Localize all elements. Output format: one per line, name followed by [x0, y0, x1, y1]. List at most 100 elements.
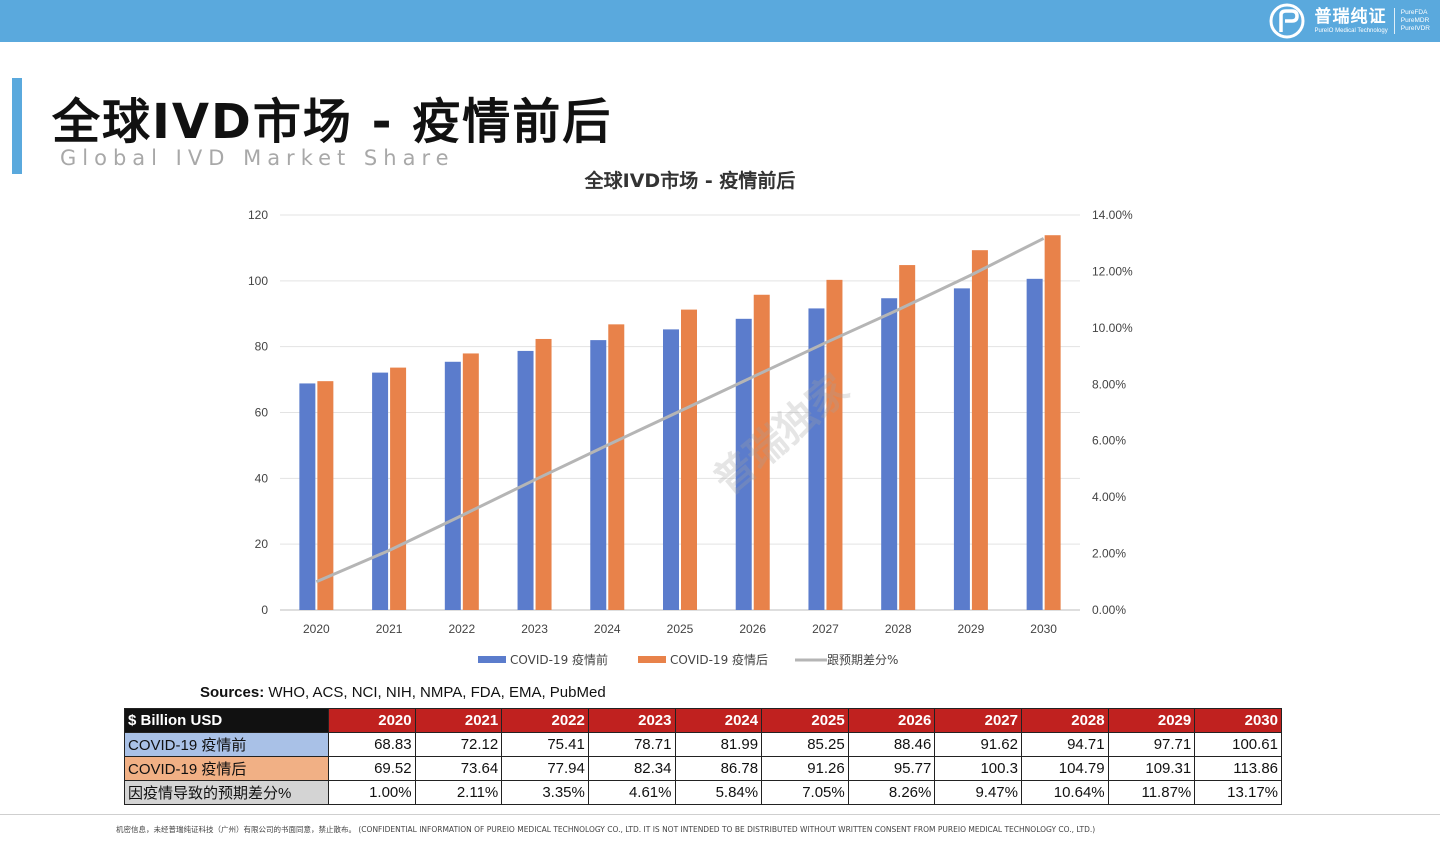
bar-after-2022 — [462, 353, 479, 610]
x-tick-label: 2022 — [448, 622, 475, 636]
bar-after-2027 — [826, 279, 843, 610]
year-header: 2029 — [1107, 708, 1196, 733]
sources-label: Sources: — [200, 684, 265, 701]
table-cell: 3.35% — [501, 780, 589, 805]
row-label: COVID-19 疫情后 — [124, 756, 329, 781]
x-tick-label: 2028 — [885, 622, 912, 636]
bar-before-2024 — [590, 340, 607, 610]
y2-tick-label: 12.00% — [1092, 264, 1133, 278]
y-tick-label: 80 — [255, 340, 269, 354]
header-bar: 普瑞纯证 PureIO Medical Technology PureFDA P… — [0, 0, 1440, 42]
table-cell: 91.26 — [761, 756, 849, 781]
table-cell: 11.87% — [1107, 780, 1196, 805]
x-tick-label: 2023 — [521, 622, 548, 636]
x-tick-label: 2026 — [739, 622, 766, 636]
table-cell: 73.64 — [414, 756, 503, 781]
sources-note: Sources: WHO, ACS, NCI, NIH, NMPA, FDA, … — [200, 684, 606, 701]
y2-tick-label: 10.00% — [1092, 321, 1133, 335]
table-cell: 104.79 — [1021, 756, 1109, 781]
legend-label-0: COVID-19 疫情前 — [510, 652, 608, 667]
table-cell: 109.31 — [1107, 756, 1196, 781]
year-header: 2024 — [674, 708, 763, 733]
table-cell: 94.71 — [1021, 732, 1109, 757]
year-header: 2022 — [501, 708, 589, 733]
table-cell: 69.52 — [328, 756, 416, 781]
table-cell: 88.46 — [847, 732, 936, 757]
table-cell: 85.25 — [761, 732, 849, 757]
logo-brand: PureIVDR — [1400, 25, 1430, 32]
bar-before-2020 — [299, 383, 316, 610]
table-cell: 100.61 — [1194, 732, 1282, 757]
line-diff-series — [315, 237, 1045, 584]
year-header: 2026 — [847, 708, 936, 733]
bar-before-2022 — [444, 361, 461, 610]
table-row: 因疫情导致的预期差分% 1.00% 2.11% 3.35% 4.61% 5.84… — [124, 780, 1282, 805]
logo-brand: PureFDA — [1400, 9, 1428, 16]
table-cell: 100.3 — [934, 756, 1022, 781]
table-cell: 95.77 — [847, 756, 936, 781]
x-tick-label: 2029 — [958, 622, 985, 636]
y-tick-label: 0 — [261, 603, 268, 617]
bar-after-2024 — [608, 324, 625, 610]
sources-text: WHO, ACS, NCI, NIH, NMPA, FDA, EMA, PubM… — [268, 684, 606, 701]
legend-label-2: 跟预期差分% — [827, 653, 898, 667]
logo-divider — [1393, 8, 1395, 34]
x-tick-label: 2021 — [376, 622, 403, 636]
legend-label-1: COVID-19 疫情后 — [670, 652, 768, 667]
logo-brand-list: PureFDA PureMDR PureIVDR — [1401, 9, 1430, 33]
table-corner-cell: $ Billion USD — [124, 708, 329, 733]
bar-before-2029 — [953, 288, 970, 610]
table-cell: 86.78 — [674, 756, 763, 781]
x-tick-label: 2025 — [667, 622, 694, 636]
confidentiality-footer: 机密信息，未经普瑞纯证科技（广州）有限公司的书面同意，禁止散布。 (CONFID… — [116, 825, 1096, 834]
x-tick-label: 2020 — [303, 622, 330, 636]
year-header: 2021 — [414, 708, 503, 733]
table-cell: 72.12 — [414, 732, 503, 757]
table-cell: 91.62 — [934, 732, 1022, 757]
logo-en-text: PureIO Medical Technology — [1314, 28, 1388, 34]
legend-swatch-0 — [478, 656, 506, 663]
table-header-row: $ Billion USD 2020 2021 2022 2023 2024 2… — [124, 708, 1282, 733]
table-cell: 10.64% — [1021, 780, 1109, 805]
table-cell: 82.34 — [587, 756, 676, 781]
bar-before-2028 — [881, 298, 898, 610]
y2-tick-label: 2.00% — [1092, 547, 1126, 561]
year-header: 2028 — [1021, 708, 1109, 733]
y-tick-label: 100 — [248, 274, 268, 288]
table-cell: 113.86 — [1194, 756, 1282, 781]
table-cell: 78.71 — [587, 732, 676, 757]
y2-tick-label: 0.00% — [1092, 603, 1126, 617]
table-cell: 13.17% — [1194, 780, 1282, 805]
chart-title: 全球IVD市场 - 疫情前后 — [584, 169, 796, 192]
logo-wordmark: 普瑞纯证 PureIO Medical Technology — [1314, 7, 1387, 35]
y2-tick-label: 14.00% — [1092, 208, 1133, 222]
y2-tick-label: 8.00% — [1092, 377, 1126, 391]
y-tick-label: 120 — [248, 208, 268, 222]
logo-leaf-icon — [1269, 3, 1305, 39]
bar-after-2021 — [390, 367, 407, 610]
logo-brand: PureMDR — [1400, 17, 1430, 24]
table-cell: 1.00% — [328, 780, 416, 805]
year-header: 2027 — [934, 708, 1022, 733]
title-accent-bar — [12, 78, 22, 174]
footer-divider — [0, 814, 1440, 815]
year-header: 2030 — [1194, 708, 1282, 733]
table-cell: 7.05% — [761, 780, 849, 805]
table-cell: 5.84% — [674, 780, 763, 805]
bar-before-2025 — [663, 329, 679, 610]
y-tick-label: 60 — [255, 406, 269, 420]
logo-cn-text: 普瑞纯证 — [1314, 7, 1387, 27]
row-label: 因疫情导致的预期差分% — [124, 780, 329, 805]
company-logo: 普瑞纯证 PureIO Medical Technology PureFDA P… — [1268, 3, 1430, 39]
bar-before-2021 — [372, 372, 389, 610]
table-cell: 77.94 — [501, 756, 589, 781]
table-cell: 8.26% — [847, 780, 936, 805]
y-tick-label: 40 — [255, 471, 269, 485]
bar-after-2025 — [681, 309, 697, 610]
table-cell: 81.99 — [674, 732, 763, 757]
bar-before-2027 — [808, 308, 825, 610]
table-cell: 68.83 — [328, 732, 416, 757]
bar-after-2028 — [899, 265, 916, 610]
bar-before-2023 — [517, 350, 534, 610]
ivd-market-chart: 全球IVD市场 - 疫情前后 0 20 40 60 80 100 120 0.00% 2.00% 4… — [248, 169, 1133, 667]
